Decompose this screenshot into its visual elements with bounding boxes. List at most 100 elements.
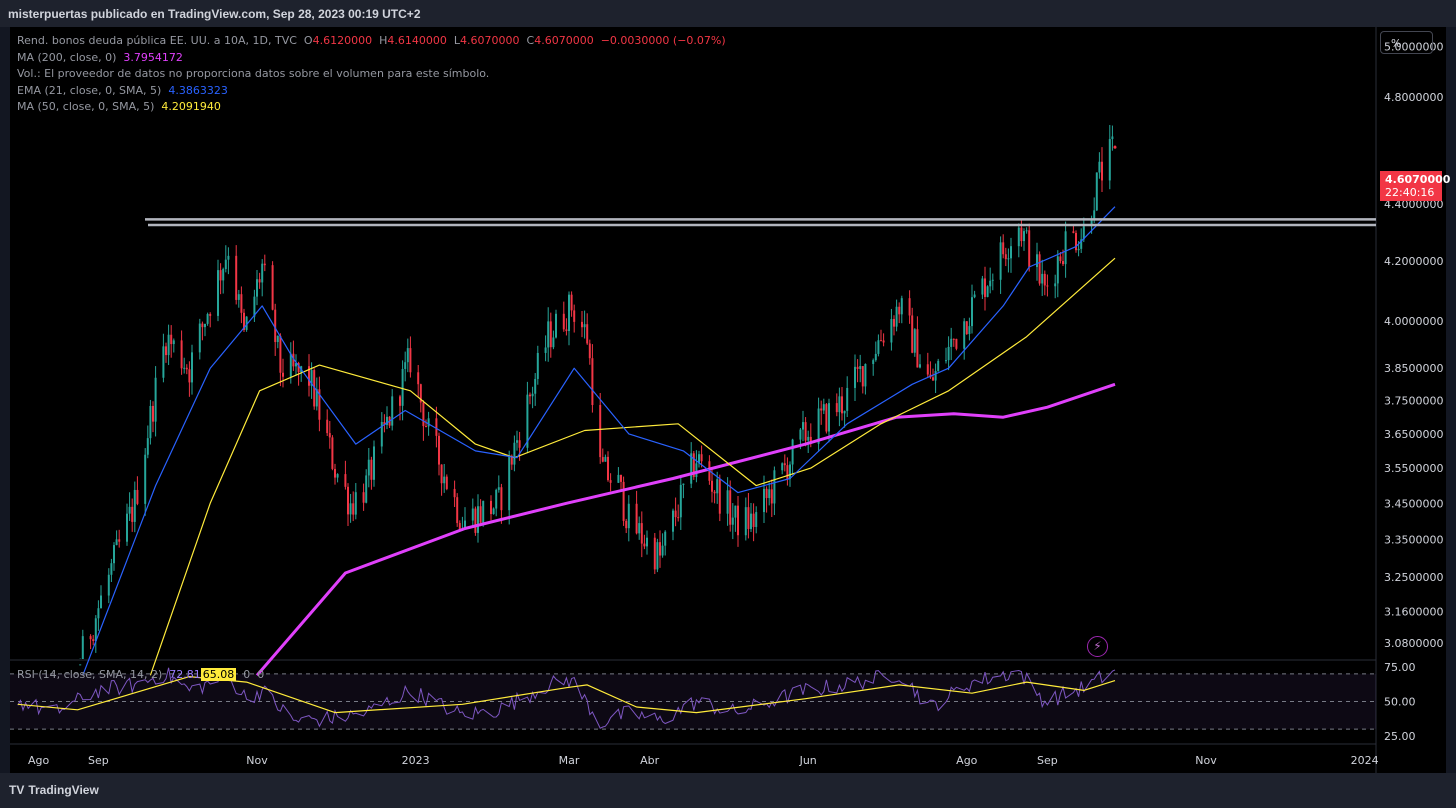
candle-body <box>391 396 394 426</box>
last-price-label: 4.6070000 22:40:16 <box>1380 171 1450 201</box>
candle-body <box>752 513 755 527</box>
bar-countdown: 22:40:16 <box>1385 186 1435 199</box>
candle-body <box>256 279 258 297</box>
candle-body <box>617 474 620 483</box>
price-tick-label: 3.6500000 <box>1384 428 1444 441</box>
candle-body <box>201 323 204 328</box>
lightning-icon[interactable]: ⚡ <box>1087 636 1108 657</box>
candle-body <box>417 372 420 385</box>
price-tick-label: 4.2000000 <box>1384 255 1444 268</box>
candle-body <box>289 353 292 377</box>
close-value: 4.6070000 <box>534 34 594 47</box>
candle-body <box>453 488 456 498</box>
candle-body <box>352 503 355 515</box>
candle-body <box>279 335 282 373</box>
candle-body <box>937 360 940 372</box>
candle-body <box>167 334 170 356</box>
candle-body <box>664 531 667 546</box>
percent-scale-button[interactable]: % <box>1380 31 1433 54</box>
candle-body <box>835 403 838 413</box>
candle-body <box>188 369 191 383</box>
time-tick-label: Abr <box>640 754 660 767</box>
ma50-line <box>149 257 1116 676</box>
tradingview-logo[interactable]: TV TradingView <box>9 783 99 797</box>
candle-body <box>656 542 659 570</box>
candle-body <box>419 384 422 403</box>
candle-body <box>716 479 719 494</box>
footer-bar: TV TradingView <box>0 773 1456 808</box>
candle-body <box>445 476 448 489</box>
candle-body <box>1028 230 1031 268</box>
time-tick-label: Ago <box>28 754 50 767</box>
candle-body <box>97 608 100 619</box>
candle-body <box>331 437 334 469</box>
candle-body <box>555 313 557 338</box>
price-tick-label: 3.8500000 <box>1384 362 1444 375</box>
candle-body <box>1064 231 1067 265</box>
candle-body <box>789 464 791 480</box>
price-tick-label: 4.4000000 <box>1384 198 1444 211</box>
candle-body <box>336 474 339 478</box>
change-value: −0.0030000 (−0.07%) <box>600 34 726 47</box>
candle-body <box>854 366 856 388</box>
candle-body <box>1043 273 1046 286</box>
candle-body <box>534 378 537 394</box>
symbol-legend-row[interactable]: Rend. bonos deuda pública EE. UU. a 10A,… <box>17 33 726 50</box>
high-value: 4.6140000 <box>387 34 447 47</box>
candle-body <box>1041 273 1044 284</box>
candle-body <box>562 313 565 330</box>
candle-body <box>297 363 300 373</box>
candle-body <box>531 393 534 397</box>
candle-body <box>318 389 321 420</box>
candle-body <box>1075 232 1077 251</box>
chart-svg[interactable]: 5.0000000 4.8000000 4.4000000 4.2000000 4.00… <box>10 27 1446 773</box>
candle-body <box>204 323 206 328</box>
candle-body <box>804 422 807 441</box>
ma50-label: MA (50, close, 0, SMA, 5) <box>17 100 155 113</box>
rsi-line <box>17 667 1116 729</box>
rsi-label: RSI (14, close, SMA, 14, 2) <box>17 668 163 681</box>
rsi-legend[interactable]: RSI (14, close, SMA, 14, 2) 72.81 65.08 0… <box>17 668 264 681</box>
candle-body <box>380 421 383 447</box>
candle-body <box>601 457 604 462</box>
candle-body <box>682 483 685 485</box>
chart-area[interactable]: 5.0000000 4.8000000 4.4000000 4.2000000 4.00… <box>10 27 1450 773</box>
candle-body <box>877 340 880 354</box>
candle-body <box>292 353 295 367</box>
candle-body <box>672 510 674 532</box>
candle-body <box>544 347 547 353</box>
candle-body <box>729 490 732 525</box>
candle-body <box>152 405 154 422</box>
candle-body <box>711 480 713 492</box>
candle-body <box>113 545 115 564</box>
candle-body <box>261 263 264 283</box>
candle-body <box>308 366 310 386</box>
candle-body <box>552 337 555 348</box>
candle-body <box>386 416 388 425</box>
candle-body <box>802 422 804 430</box>
candle-body <box>747 507 750 529</box>
candle-body <box>947 346 950 361</box>
candle-body <box>926 364 929 375</box>
ma50-legend-row[interactable]: MA (50, close, 0, SMA, 5) 4.2091940 <box>17 99 726 116</box>
candle-body <box>128 506 131 514</box>
candle-body <box>136 489 139 504</box>
ema21-legend-row[interactable]: EMA (21, close, 0, SMA, 5) 4.3863323 <box>17 83 726 100</box>
time-tick-label: Nov <box>246 754 268 767</box>
candle-body <box>1062 261 1064 265</box>
candle-body <box>1007 258 1010 260</box>
candle-body <box>1056 256 1059 284</box>
symbol-name: Rend. bonos deuda pública EE. UU. a 10A,… <box>17 34 297 47</box>
candle-body <box>149 405 152 439</box>
candle-body <box>227 255 230 260</box>
candle-body <box>224 259 227 270</box>
candle-body <box>718 479 721 514</box>
candle-body <box>274 309 277 343</box>
candle-body <box>185 367 188 370</box>
price-tick-label: 3.1600000 <box>1384 605 1444 618</box>
candle-body <box>1095 172 1098 211</box>
candle-body <box>882 340 885 343</box>
candle-body <box>404 362 407 369</box>
time-tick-label: Nov <box>1195 754 1217 767</box>
ma200-legend-row[interactable]: MA (200, close, 0) 3.7954172 <box>17 50 726 67</box>
